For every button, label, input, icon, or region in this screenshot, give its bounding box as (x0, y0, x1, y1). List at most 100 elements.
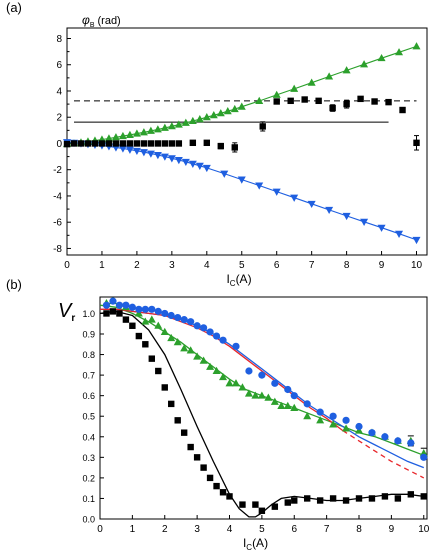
y-tick-label: 0 (56, 139, 62, 150)
data-point-15 (167, 155, 176, 163)
data-point-9 (125, 146, 134, 154)
x-tick-label: 9 (379, 260, 385, 271)
data-point-23 (264, 393, 273, 401)
data-point-26 (283, 401, 292, 409)
data-point-17 (181, 118, 190, 126)
y-tick-label: 0.1 (82, 494, 95, 504)
panel-label-a: (a) (6, 0, 22, 15)
x-axis-label: IC(A) (243, 536, 268, 550)
data-point-32 (412, 236, 421, 245)
data-point-22 (273, 98, 280, 105)
data-point-4 (129, 322, 136, 329)
data-point-13 (153, 152, 162, 160)
data-point-23 (271, 503, 279, 510)
data-point-31 (368, 495, 376, 502)
data-point-2 (77, 140, 85, 147)
data-point-29 (316, 416, 325, 424)
data-point-21 (252, 501, 259, 508)
data-point-20 (239, 501, 246, 508)
data-point-17 (181, 158, 190, 167)
data-point-10 (132, 147, 141, 156)
y-tick-label: 0.3 (82, 453, 95, 463)
data-point-14 (160, 123, 169, 131)
data-point-25 (315, 97, 322, 105)
data-point-19 (195, 114, 204, 123)
data-point-7 (160, 327, 169, 335)
data-point-15 (200, 464, 207, 471)
y-tick-label: -8 (53, 244, 62, 255)
y-tick-label: 0.0 (82, 515, 95, 525)
x-tick-label: 0 (97, 524, 103, 535)
y-axis-label-sub: B (90, 22, 95, 29)
x-tick-label: 8 (344, 260, 350, 271)
data-point-34 (407, 491, 415, 498)
data-point-8 (155, 367, 162, 375)
data-point-12 (146, 150, 155, 158)
data-point-29 (360, 218, 369, 227)
data-point-16 (219, 372, 228, 381)
data-point-17 (213, 482, 220, 490)
data-point-18 (219, 336, 227, 344)
data-point-14 (193, 454, 201, 461)
data-point-18 (188, 160, 197, 169)
y-tick-label: -6 (53, 218, 62, 229)
data-point-25 (277, 401, 286, 409)
y-tick-label: 0.6 (82, 391, 95, 401)
x-tick-label: 4 (204, 260, 210, 271)
data-point-20 (245, 367, 253, 375)
y-axis-label-sub: r (71, 313, 75, 324)
x-tick-label: 5 (259, 524, 265, 535)
data-point-12 (147, 140, 155, 147)
data-point-6 (142, 341, 149, 348)
y-axis-label-symbol: V (58, 300, 73, 322)
data-point-3 (122, 316, 130, 323)
data-point-16 (206, 474, 214, 482)
data-point-19 (238, 383, 247, 391)
data-point-26 (307, 200, 316, 209)
data-point-16 (206, 328, 214, 336)
data-point-29 (371, 98, 378, 105)
x-axis-label-main: I (226, 272, 229, 286)
data-point-26 (316, 408, 324, 416)
x-tick-label: 7 (324, 524, 330, 535)
fit-line-red (342, 430, 425, 479)
data-point-11 (186, 346, 195, 354)
data-point-22 (258, 507, 266, 514)
data-point-24 (272, 188, 281, 196)
data-point-9 (173, 338, 182, 346)
data-point-12 (193, 352, 202, 360)
series-blue (102, 297, 428, 461)
series-black (63, 95, 420, 153)
x-tick-label: 10 (411, 260, 423, 271)
data-point-27 (316, 497, 324, 504)
x-tick-label: 6 (274, 260, 280, 271)
data-point-24 (290, 392, 298, 400)
series-green (63, 42, 421, 148)
x-tick-label: 1 (99, 260, 105, 271)
data-point-23 (223, 106, 232, 115)
data-point-32 (360, 60, 369, 68)
y-tick-label: 0.4 (82, 432, 95, 442)
data-point-8 (118, 145, 127, 153)
data-point-23 (255, 182, 264, 190)
x-axis-label-unit: (A) (236, 272, 252, 286)
x-tick-label: 6 (291, 524, 297, 535)
data-point-12 (180, 316, 188, 324)
data-point-21 (258, 371, 266, 379)
data-point-8 (119, 140, 127, 147)
data-point-1 (109, 308, 117, 315)
data-point-28 (329, 495, 337, 502)
y-axis-label-unit: (rad) (98, 15, 121, 27)
data-point-7 (111, 133, 120, 141)
data-point-14 (206, 362, 215, 370)
data-point-31 (342, 66, 351, 74)
data-point-7 (148, 305, 156, 313)
data-point-19 (226, 493, 233, 500)
data-point-10 (168, 400, 175, 408)
data-point-25 (237, 102, 246, 110)
data-point-11 (140, 140, 148, 147)
data-point-11 (174, 417, 181, 424)
data-point-27 (272, 90, 281, 98)
data-point-9 (161, 384, 168, 391)
x-tick-label: 2 (134, 260, 140, 271)
